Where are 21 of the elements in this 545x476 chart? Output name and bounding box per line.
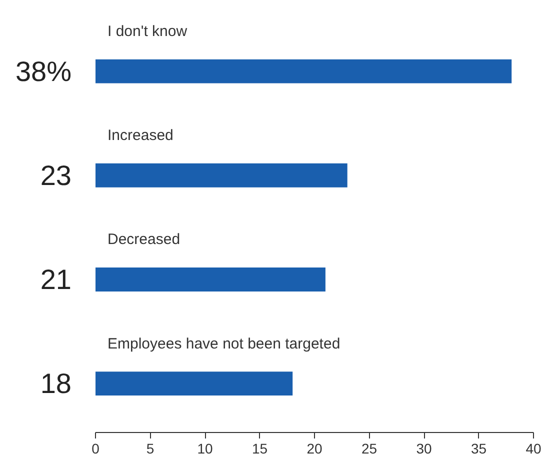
x-tick-label: 15: [252, 440, 268, 456]
data-label: 18: [40, 368, 72, 400]
x-tick-label: 5: [146, 440, 154, 456]
x-tick-label: 10: [197, 440, 213, 456]
data-label: 21: [40, 264, 72, 295]
x-tick-label: 20: [306, 440, 322, 456]
y-tick-label: Decreased: [108, 231, 180, 248]
bar: [96, 59, 512, 84]
bar: [96, 268, 326, 292]
data-label: 38%: [15, 56, 72, 87]
y-tick-label: Increased: [108, 127, 174, 144]
bar: [96, 163, 348, 188]
y-tick-label: Employees have not been targeted: [108, 335, 340, 352]
x-tick-label: 30: [416, 440, 432, 456]
x-tick-label: 25: [361, 440, 378, 456]
x-tick-label: 40: [526, 440, 542, 456]
data-label: 23: [40, 160, 72, 191]
bar: [96, 372, 293, 396]
y-tick-label: I don't know: [108, 23, 188, 40]
x-tick-label: 35: [470, 440, 487, 456]
x-tick-label: 0: [92, 440, 100, 456]
